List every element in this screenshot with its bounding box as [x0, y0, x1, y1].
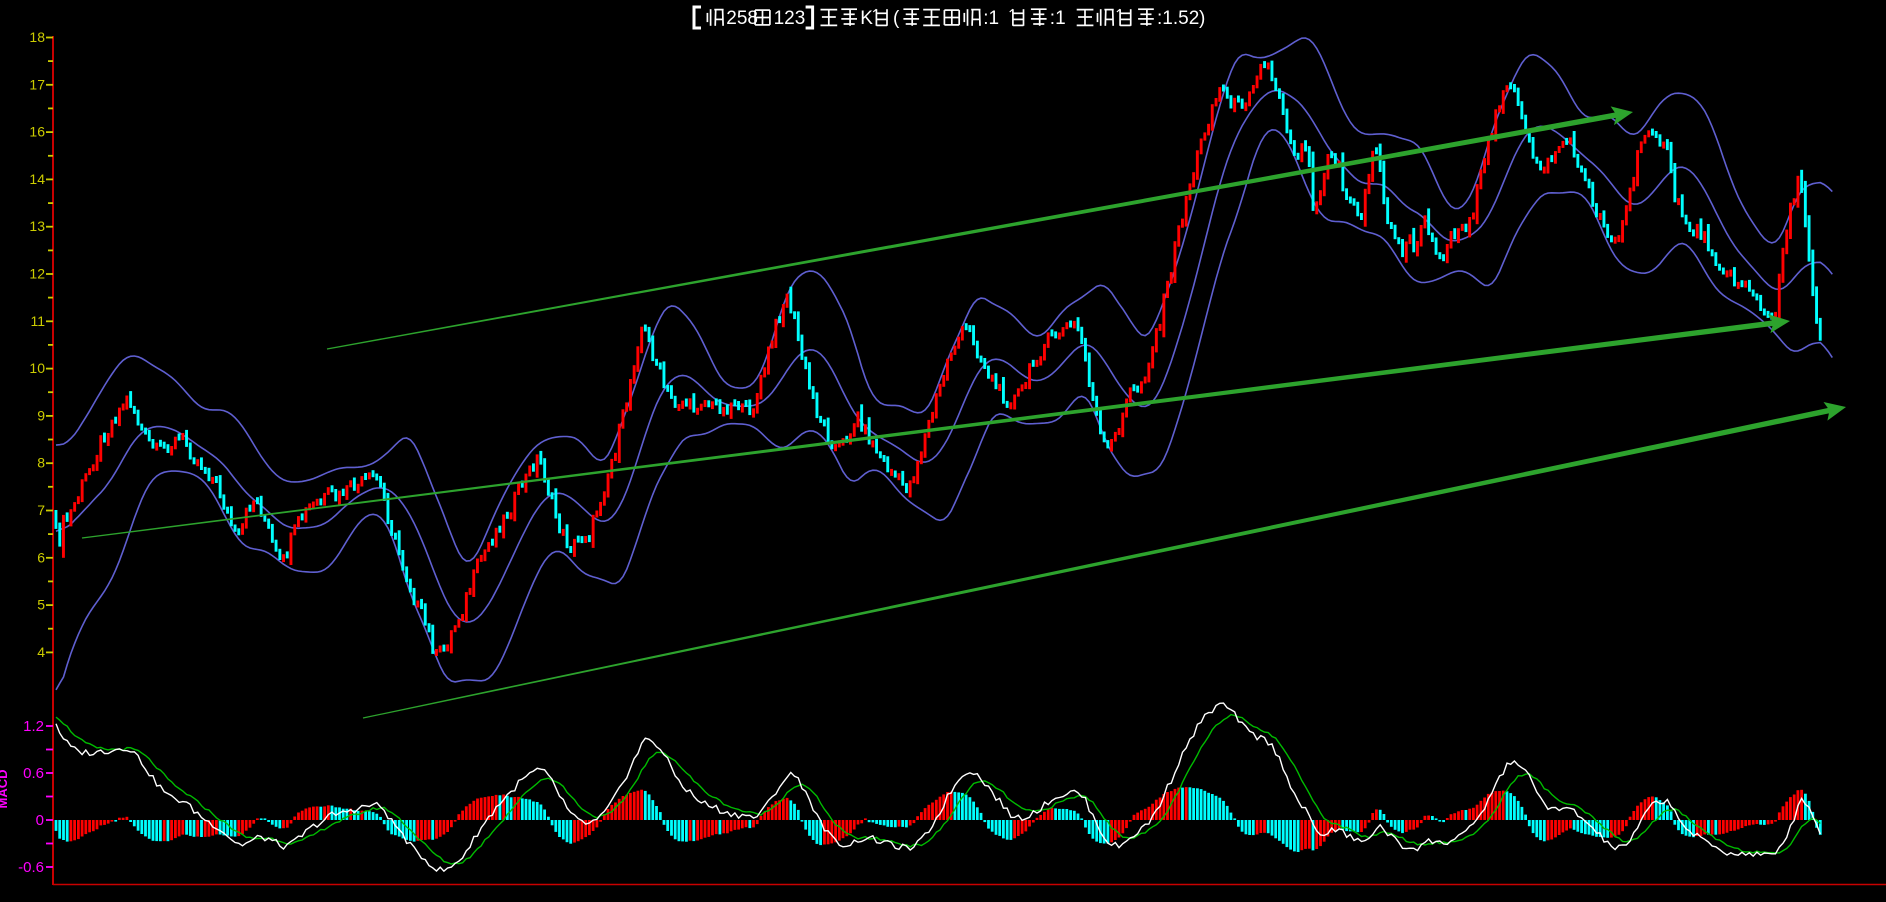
- svg-text:1.2: 1.2: [23, 718, 44, 735]
- svg-text:K: K: [860, 8, 873, 29]
- svg-text:16: 16: [29, 124, 45, 140]
- svg-text:): ): [1199, 8, 1205, 29]
- svg-text:123: 123: [774, 8, 806, 29]
- svg-text:10: 10: [29, 360, 45, 376]
- svg-text:0: 0: [36, 812, 44, 829]
- svg-text:13: 13: [29, 218, 45, 234]
- svg-text:9: 9: [37, 407, 45, 423]
- svg-text::1.52: :1.52: [1157, 8, 1199, 29]
- svg-text:17: 17: [29, 76, 45, 92]
- svg-text:-0.6: -0.6: [18, 859, 44, 876]
- svg-text:8: 8: [37, 455, 45, 471]
- svg-text:7: 7: [37, 502, 45, 518]
- svg-text:258: 258: [726, 8, 758, 29]
- svg-text:(: (: [893, 8, 900, 29]
- svg-text:MACD: MACD: [0, 770, 10, 809]
- svg-text:6: 6: [37, 549, 45, 565]
- svg-text:5: 5: [37, 597, 45, 613]
- svg-text::1: :1: [1050, 8, 1066, 29]
- svg-text:12: 12: [29, 266, 45, 282]
- svg-text:0.6: 0.6: [23, 765, 44, 782]
- svg-text::1: :1: [983, 8, 999, 29]
- svg-text:14: 14: [29, 171, 45, 187]
- svg-text:4: 4: [37, 644, 45, 660]
- svg-text:11: 11: [30, 313, 45, 329]
- svg-text:18: 18: [29, 29, 45, 45]
